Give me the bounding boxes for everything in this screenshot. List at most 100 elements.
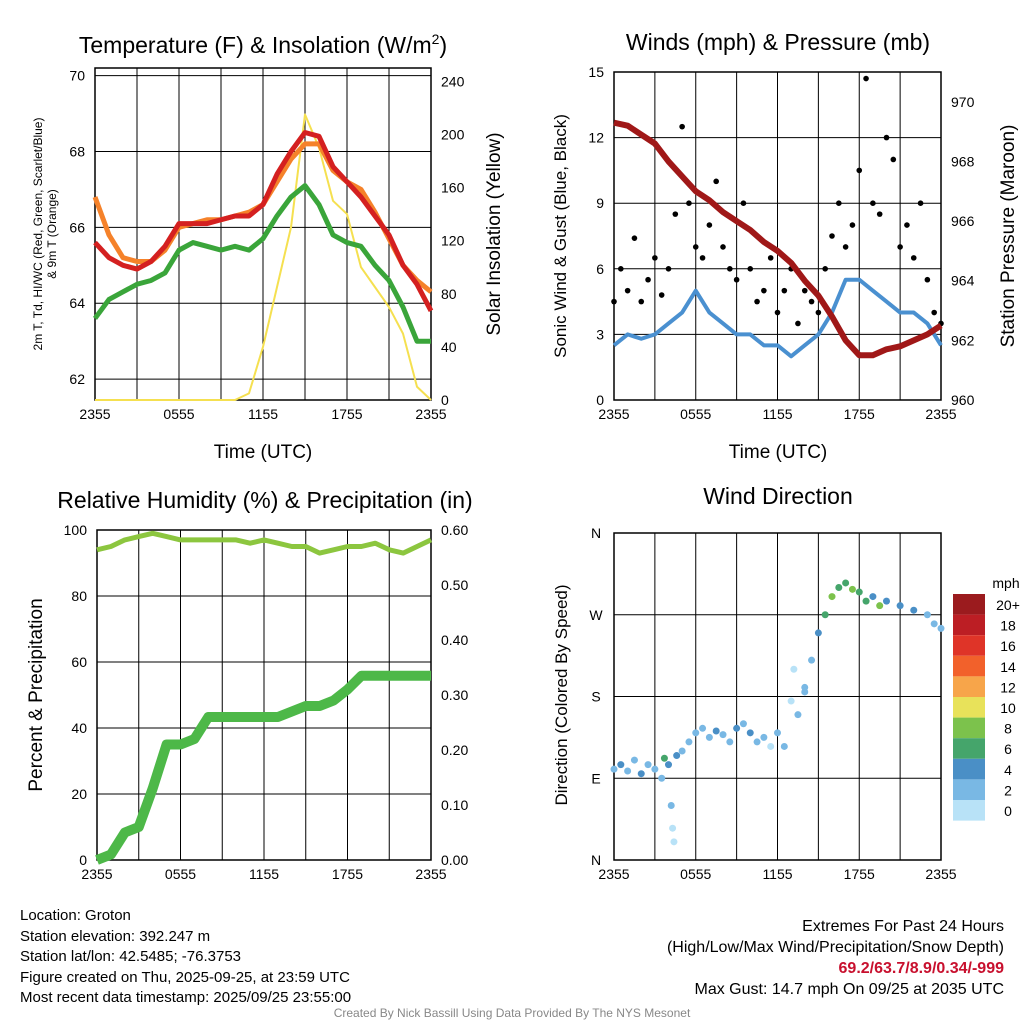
y-tick-label: E (591, 770, 600, 786)
legend-swatch (953, 594, 985, 615)
x-tick-label: 1155 (249, 866, 279, 882)
x-tick-label: 2355 (415, 406, 446, 422)
gust-point (904, 222, 910, 228)
y-tick-label: 64 (69, 295, 85, 311)
direction-point (842, 579, 850, 587)
gust-point (720, 244, 726, 250)
x-tick-label: 2355 (415, 866, 446, 882)
y-tick-label: 0 (596, 392, 604, 408)
gust-point (842, 244, 849, 250)
y2-tick-label: 0 (441, 392, 449, 408)
y2-tick-label: 0.60 (441, 522, 468, 538)
chart-title: Relative Humidity (%) & Precipitation (i… (57, 487, 472, 513)
gust-point (801, 287, 808, 294)
direction-point (670, 838, 678, 846)
gust-point (910, 255, 917, 261)
gust-point (781, 287, 788, 294)
direction-point (801, 683, 809, 691)
y2-tick-label: 968 (951, 153, 975, 169)
x-tick-label: 1155 (762, 406, 792, 422)
direction-point (678, 747, 686, 755)
gust-point (754, 298, 760, 305)
direction-point (848, 585, 856, 593)
direction-point (660, 754, 668, 762)
y2-axis-label: Station Pressure (Maroon) (998, 125, 1019, 348)
direction-point (637, 770, 645, 778)
speed-legend: mph 20+ 18 16 14 12 10 8 6 4 2 0 (953, 575, 1020, 821)
y2-tick-label: 240 (441, 73, 465, 89)
y-tick-label: S (591, 689, 600, 705)
direction-point (896, 602, 904, 610)
gust-point (618, 266, 624, 272)
series-relative-humidity (96, 530, 433, 556)
legend-swatch (953, 614, 985, 636)
y2-tick-label: 964 (951, 273, 975, 289)
recent: Most recent data timestamp: 2025/09/25 2… (20, 989, 352, 1006)
x-axis-label: Time (UTC) (729, 442, 828, 463)
gust-point (672, 211, 679, 217)
direction-point (814, 629, 822, 637)
gust-point (713, 178, 719, 185)
gust-point (836, 200, 842, 206)
gust-point (917, 200, 924, 206)
gust-point (706, 222, 713, 228)
direction-point (910, 606, 918, 614)
gust-point (795, 320, 801, 327)
direction-point (753, 738, 761, 746)
y2-tick-label: 970 (951, 94, 975, 110)
gust-point (829, 233, 835, 239)
extremes-title: Extremes For Past 24 Hours (802, 918, 1004, 935)
direction-point (760, 733, 768, 741)
direction-point (610, 765, 618, 773)
direction-point (774, 729, 781, 737)
credit: Created By Nick Bassill Using Data Provi… (333, 1006, 691, 1020)
elevation: Station elevation: 392.247 m (20, 927, 211, 945)
direction-point (658, 774, 666, 782)
direction-point (780, 742, 788, 750)
direction-point (624, 767, 632, 775)
gust-point (767, 255, 774, 261)
legend-title: mph (992, 575, 1019, 591)
gust-point (692, 244, 699, 250)
x-axis-label: Time (UTC) (214, 442, 313, 463)
series-solar-insolation (95, 113, 432, 401)
direction-point (692, 729, 700, 737)
gust-point (870, 200, 876, 206)
panel-3: 2355 0555 1155 1755 23550204060801000.000.10… (26, 487, 473, 882)
x-tick-label: 2355 (925, 406, 956, 422)
series-station-pressure (613, 119, 943, 359)
gust-point (727, 266, 733, 272)
y2-tick-label: 120 (441, 233, 465, 249)
y-tick-label: 0 (79, 852, 87, 868)
gust-point (924, 276, 931, 283)
legend-label: 10 (1000, 700, 1016, 716)
legend-label: 0 (1004, 803, 1012, 819)
gust-point (822, 266, 828, 272)
y-axis-label: 2m T, Td, HI/WC (Red, Green, Scarlet/Blu… (31, 118, 45, 351)
y-tick-label: W (589, 607, 603, 623)
legend-swatch (953, 758, 985, 780)
gust-point (740, 200, 747, 206)
gust-point (815, 309, 822, 316)
gust-point (856, 167, 863, 174)
direction-point (787, 697, 795, 705)
direction-point (712, 727, 720, 735)
direction-point (828, 593, 836, 601)
y-axis-label: Sonic Wind & Gust (Blue, Black) (551, 114, 570, 358)
direction-point (726, 738, 734, 746)
y2-tick-label: 0.10 (441, 797, 468, 813)
direction-point (821, 611, 829, 619)
x-tick-label: 0555 (165, 866, 196, 882)
y-tick-label: 6 (596, 261, 604, 277)
panel-1: 2355 0555 1155 1755 2355 62 64 66 68 70 0 40 80 120 16… (31, 31, 505, 463)
direction-point (699, 724, 707, 732)
legend-label: 18 (1000, 618, 1016, 634)
gust-point (733, 276, 740, 283)
y2-tick-label: 0.00 (441, 852, 468, 868)
x-tick-label: 2355 (81, 866, 112, 882)
y2-axis-label: Solar Insolation (Yellow) (484, 132, 505, 335)
y-tick-label: 40 (71, 720, 87, 736)
x-tick-label: 1755 (844, 866, 875, 882)
gust-point (645, 276, 651, 283)
